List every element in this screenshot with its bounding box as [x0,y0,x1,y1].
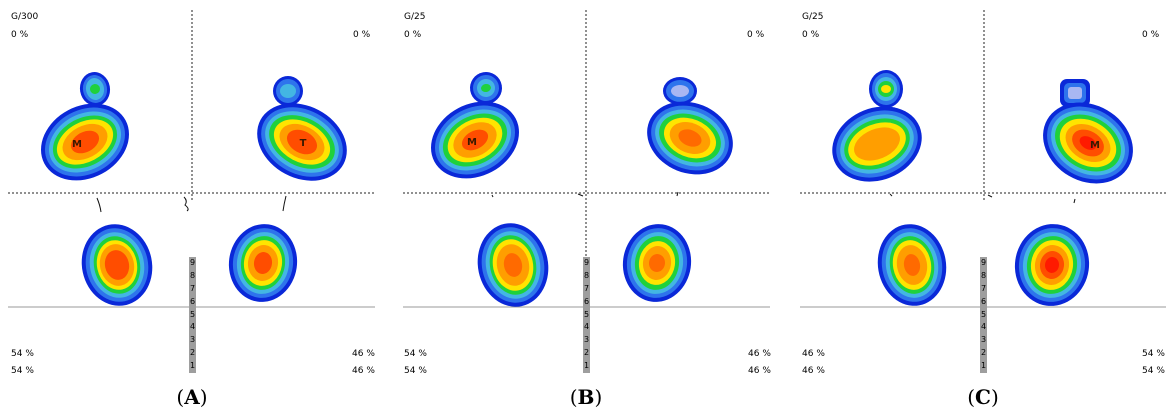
scale-bar-tick: 3 [189,335,196,345]
scale-bar-ticks: 9 8 7 6 5 4 3 2 1 [583,257,590,373]
pressure-map-canvas-a: M T [8,10,375,373]
right-forefoot-mark: T [300,138,307,149]
left-heel-blob [877,224,947,306]
scale-bar-tick: 6 [583,296,590,306]
scale-bar-ticks: 9 8 7 6 5 4 3 2 1 [189,257,196,373]
pct-top-right: 0 % [747,30,765,40]
pct-bottom-right-1: 46 % [352,349,375,359]
scale-bar-tick: 9 [980,258,987,267]
panel-header: G/25 [404,12,426,22]
scale-bar-tick: 4 [583,322,590,332]
cop-trace-left [491,194,494,198]
left-forefoot-blob [41,103,129,181]
scale-bar-tick: 5 [583,309,590,319]
scale-bar-tick: 8 [980,270,987,280]
panel-label-c: (C) [967,385,999,409]
pct-bottom-right-1: 54 % [1142,349,1165,359]
pct-bottom-right-2: 46 % [748,366,771,376]
left-toe-blob [470,72,502,104]
scale-bar-tick: 3 [583,335,590,345]
scale-bar-tick: 8 [189,270,196,280]
scale-bar-tick: 2 [189,348,196,358]
scale-bar-tick: 7 [583,283,590,293]
pressure-map-panel-a: M T 9 8 7 6 5 4 3 2 1 G/300 0 % 0 % 54 % 54 % 46… [0,0,380,380]
cop-trace-right [282,195,287,212]
right-forefoot-mark: M [1090,140,1100,151]
scale-bar [189,257,196,373]
scale-bar-tick: 2 [583,348,590,358]
panel-header: G/25 [802,12,824,22]
scale-bar-tick: 8 [583,270,590,280]
pct-bottom-left-2: 46 % [802,366,825,376]
left-heel-blob [81,224,153,306]
scale-bar-tick: 5 [189,309,196,319]
scale-bar-tick: 7 [980,283,987,293]
right-toe-blob [1060,79,1090,107]
scale-bar-tick: 9 [189,258,196,267]
cop-trace-center [183,196,189,212]
pct-top-right: 0 % [1142,30,1160,40]
pct-bottom-right-2: 46 % [352,366,375,376]
scale-bar-tick: 6 [980,296,987,306]
pct-bottom-left-2: 54 % [11,366,34,376]
scale-bar-tick: 3 [980,335,987,345]
panel-header: G/300 [11,12,39,22]
pct-top-right: 0 % [353,30,371,40]
pct-top-left: 0 % [802,30,820,40]
scale-bar-tick: 4 [189,322,196,332]
left-toe-blob [869,70,903,108]
cop-trace-right [1073,198,1076,204]
scale-bar-tick: 6 [189,296,196,306]
pct-bottom-left-1: 54 % [11,349,34,359]
scale-bar-tick: 1 [980,361,987,371]
pressure-map-canvas-c: M [800,10,1166,373]
cop-trace-right [676,191,679,197]
left-forefoot-blob [832,106,922,182]
left-forefoot-mark: M [72,139,82,150]
left-forefoot-mark: M [467,137,477,148]
right-forefoot-blob [257,103,347,181]
scale-bar-tick: 7 [189,283,196,293]
pct-bottom-left-1: 54 % [404,349,427,359]
pct-bottom-left-1: 46 % [802,349,825,359]
cop-trace-center [577,193,584,197]
left-heel-blob [477,223,549,307]
scale-bar-ticks: 9 8 7 6 5 4 3 2 1 [980,257,987,373]
right-heel-blob [228,224,298,302]
right-forefoot-blob [647,101,733,175]
scale-bar-tick: 4 [980,322,987,332]
cop-trace-center [987,194,993,198]
pct-bottom-right-1: 46 % [748,349,771,359]
scale-bar-tick: 9 [583,258,590,267]
right-toe-blob [663,77,697,105]
left-toe-blob [79,72,111,106]
scale-bar-tick: 1 [189,361,196,371]
cop-trace-left [96,197,102,213]
scale-bar-tick: 2 [980,348,987,358]
panel-label-b: (B) [569,385,603,409]
scale-bar [980,257,987,373]
panel-label-a: (A) [176,385,208,409]
pct-bottom-left-2: 54 % [404,366,427,376]
right-heel-blob [622,224,692,302]
left-forefoot-blob [431,101,519,179]
right-forefoot-blob [1043,102,1133,184]
pct-bottom-right-2: 54 % [1142,366,1165,376]
scale-bar-tick: 1 [583,361,590,371]
cop-trace-left [889,193,893,197]
pct-top-left: 0 % [404,30,422,40]
pct-top-left: 0 % [11,30,29,40]
scale-bar [583,257,590,373]
scale-bar-tick: 5 [980,309,987,319]
pressure-map-canvas-b: M [403,10,770,373]
right-toe-blob [273,76,303,106]
right-heel-blob [1014,224,1090,306]
